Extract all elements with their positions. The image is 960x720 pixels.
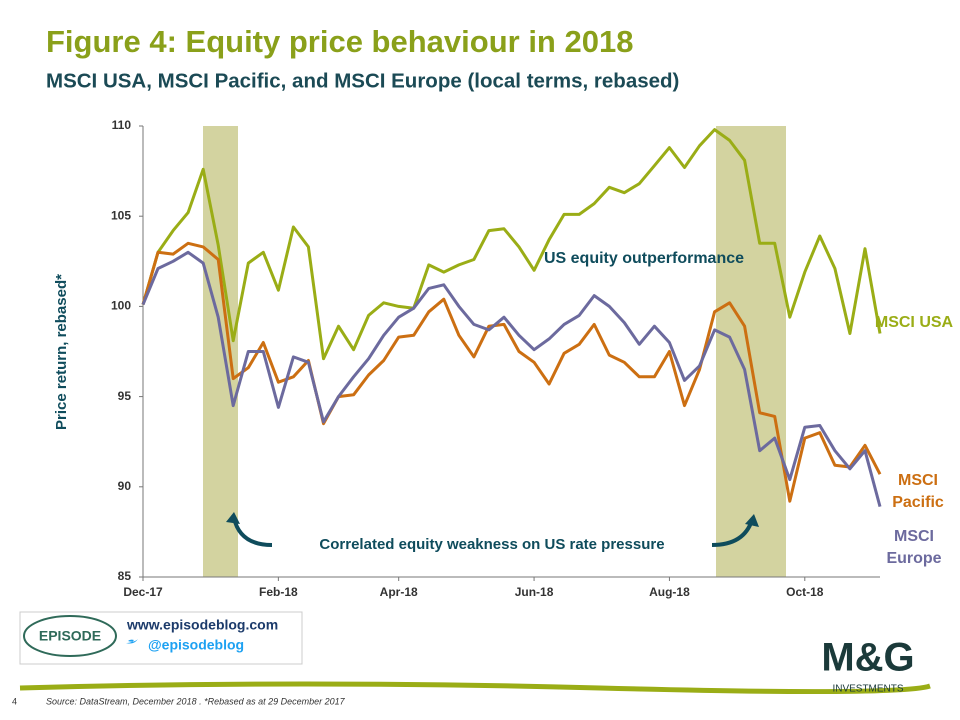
x-tick-label: Jun-18 [515,585,554,599]
series-line [141,128,882,361]
page-number: 4 [12,696,17,706]
website: www.episodeblog.com [126,617,278,633]
annotation: US equity outperformance [544,250,744,267]
series-line [141,241,882,503]
arrow [232,517,273,547]
logo-oval [23,615,117,657]
chart-title: Figure 4: Equity price behaviour in 2018 [46,24,633,59]
y-tick-label: 110 [112,118,132,132]
arrow-head [745,514,759,527]
y-tick-label: 90 [118,479,132,493]
y-tick-label: 85 [118,569,132,583]
x-tick-label: Oct-18 [786,585,824,599]
annotation: US equity outperformance [544,250,744,267]
brand: M&G [821,636,914,680]
brand-sub: INVESTMENTS [832,684,903,695]
chart-subtitle: MSCI USA, MSCI Pacific, and MSCI Europe … [46,69,679,92]
series-line [141,250,882,507]
x-tick-label: Apr-18 [380,585,418,599]
series-label: MSCI USA [874,314,954,331]
logo-text: EPISODE [39,628,101,644]
twitter: @episodeblog [148,637,244,653]
decor-stroke [19,681,931,695]
y-axis-label: Price return, rebased* [53,274,70,430]
x-tick-label: Feb-18 [259,585,298,599]
y-tick-label: 105 [111,208,131,222]
source: Source: DataStream, December 2018 . *Reb… [46,696,346,706]
x-tick-label: Dec-17 [123,585,163,599]
y-tick-label: 95 [118,389,132,403]
x-tick-label: Aug-18 [649,585,690,599]
series-label: MSCI Pacific [892,472,944,511]
annotation: Correlated equity weakness on US rate pr… [319,536,664,553]
series-label: MSCI Europe [886,528,942,567]
twitter-icon [126,639,138,644]
arrow-head [226,512,240,524]
y-tick-label: 100 [111,299,131,313]
